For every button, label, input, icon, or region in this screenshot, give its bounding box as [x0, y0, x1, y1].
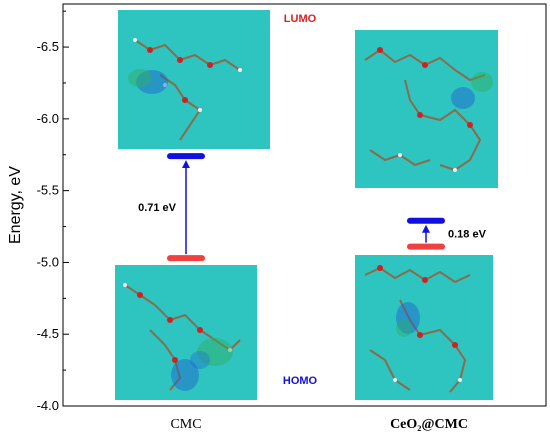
homo-annotation: HOMO: [283, 375, 318, 387]
cmc-lumo-orbital-image: [118, 10, 270, 149]
gap-label: 0.71 eV: [138, 202, 177, 214]
y-tick-label: -6.5: [37, 39, 59, 54]
cmc-homo-orbital-image: [115, 265, 257, 400]
gap-label: 0.18 eV: [448, 229, 487, 241]
y-tick-label: -6.0: [37, 111, 59, 126]
category-label-cmc: CMC: [170, 417, 201, 432]
y-axis-ticks: -6.5 -6.0 -5.5 -5.0 -4.5 -4.0: [37, 10, 69, 413]
y-tick-label: -5.0: [37, 254, 59, 269]
ceo2-cmc-lumo-orbital-image: [355, 30, 498, 188]
plot-frame: [62, 3, 547, 407]
lumo-annotation: LUMO: [284, 13, 317, 25]
y-axis-title: Energy, eV: [7, 166, 24, 244]
energy-levels: 0.71 eV 0.18 eV: [138, 153, 487, 262]
ceo2-cmc-homo-orbital-image: [355, 255, 493, 400]
y-tick-label: -4.5: [37, 326, 59, 341]
y-tick-label: -5.5: [37, 183, 59, 198]
category-label-ceo2-cmc: CeO₂@CMC: [390, 417, 468, 432]
y-tick-label: -4.0: [37, 398, 59, 413]
